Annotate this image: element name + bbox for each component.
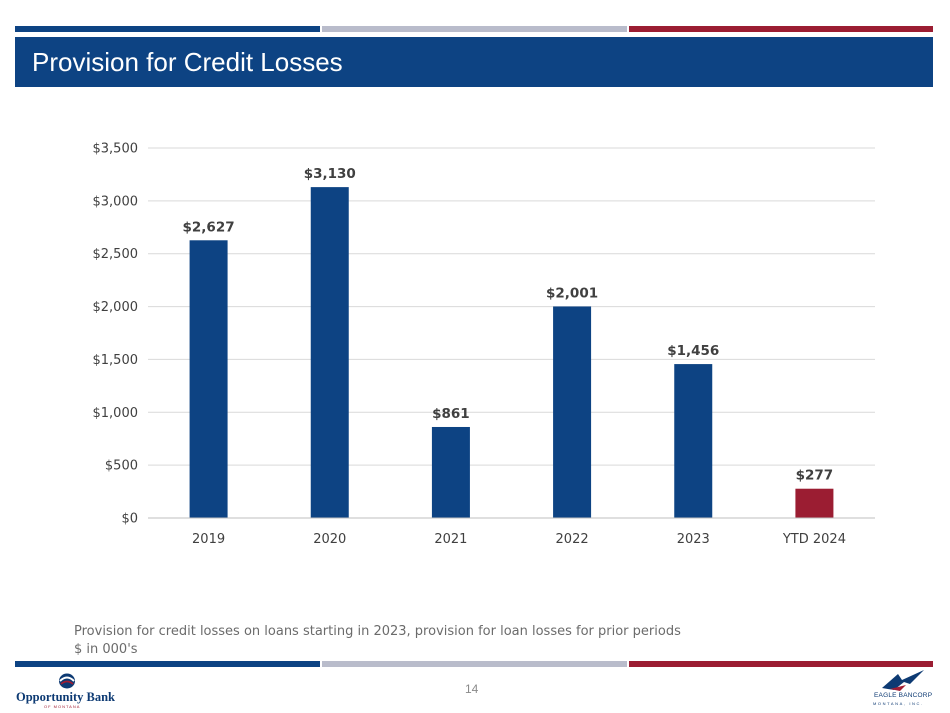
x-tick-label: 2021 [434,532,467,547]
bank-emblem-icon [59,673,75,689]
x-tick-label: 2022 [556,532,589,547]
y-tick-label: $3,500 [93,142,139,157]
eagle-icon [882,670,924,691]
y-tick-label: $0 [121,512,138,527]
logo-right-sub: MONTANA, INC. [873,701,924,706]
bar [310,187,349,518]
y-tick-label: $2,000 [93,300,139,315]
logo-left-sub: OF MONTANA [44,704,81,709]
top-stripe-navy [15,26,320,32]
bottom-stripe-gray [322,661,627,667]
top-stripe-gray [322,26,627,32]
footnote-units: $ in 000's [74,642,138,657]
data-label: $3,130 [304,166,356,182]
x-tick-label: 2019 [192,532,225,547]
x-tick-label: 2023 [677,532,710,547]
top-stripe-red [629,26,933,32]
bottom-stripe-red [629,661,933,667]
x-tick-label: 2020 [313,532,346,547]
logo-left-brand: Opportunity Bank [16,690,115,704]
footnote-definition: Provision for credit losses on loans sta… [74,624,681,639]
bar [674,364,713,518]
bar [431,426,470,518]
data-label: $2,001 [546,285,598,301]
y-tick-label: $500 [105,459,138,474]
y-tick-label: $1,000 [93,406,139,421]
y-tick-label: $1,500 [93,353,139,368]
opportunity-bank-logo: Opportunity Bank OF MONTANA [16,672,126,709]
bar [795,488,834,518]
data-label: $2,627 [183,219,235,235]
y-tick-label: $3,000 [93,194,139,209]
eagle-bancorp-logo: EAGLE BANCORP MONTANA, INC. [870,668,934,710]
page-number: 14 [465,682,479,696]
bar [553,306,592,518]
page-title: Provision for Credit Losses [15,37,933,87]
data-label: $861 [432,406,470,422]
data-label: $1,456 [667,343,719,359]
data-label: $277 [796,468,834,484]
bar [189,240,228,518]
bottom-stripe-navy [15,661,320,667]
y-tick-label: $2,500 [93,247,139,262]
x-tick-label: YTD 2024 [782,532,846,547]
logo-right-brand: EAGLE BANCORP [874,692,933,699]
